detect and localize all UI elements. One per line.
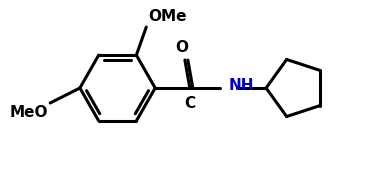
Text: MeO: MeO: [10, 105, 48, 120]
Text: OMe: OMe: [148, 9, 187, 24]
Text: NH: NH: [229, 79, 254, 94]
Text: O: O: [175, 40, 189, 55]
Text: C: C: [184, 96, 195, 111]
